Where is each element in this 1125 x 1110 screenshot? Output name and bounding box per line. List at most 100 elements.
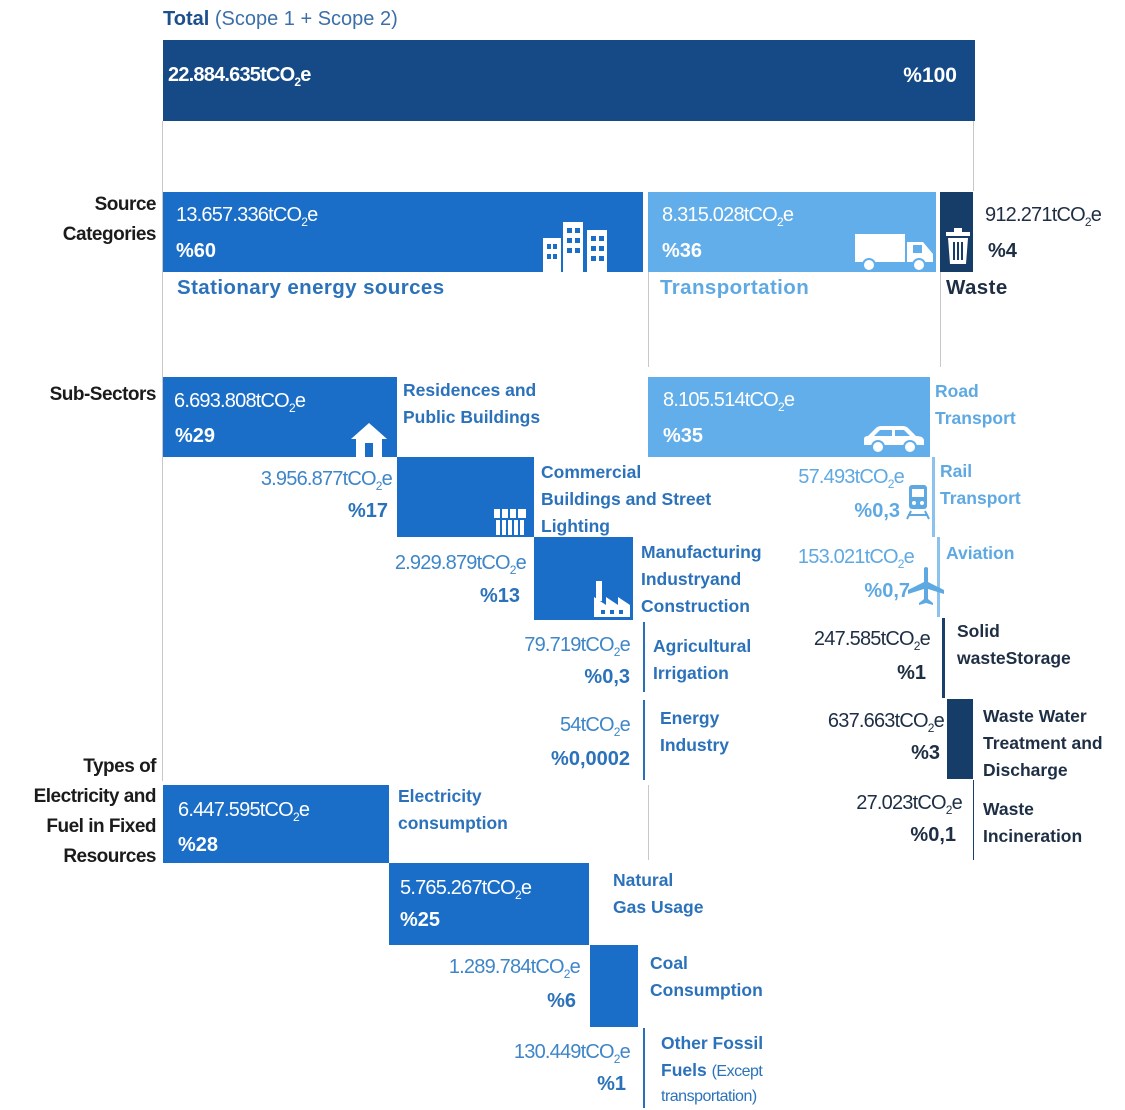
row-label-source-categories: Source Categories (62, 194, 157, 245)
subsector-aviation-pct: %0,7 (864, 580, 910, 602)
subsector-incineration-pct: %0,1 (910, 824, 956, 846)
connector-line (648, 785, 649, 860)
category-waste-pct: %4 (988, 240, 1017, 262)
subsector-residences-box: 6.693.808tCO2e %29 (163, 377, 397, 457)
fuel-electricity-box: 6.447.595tCO2e %28 (163, 785, 389, 863)
total-pct: %100 (903, 64, 957, 87)
connector-line (973, 121, 974, 191)
subsector-value: 6.693.808tCO2e (174, 390, 306, 415)
subsector-value: 8.105.514tCO2e (663, 389, 795, 414)
unit-label: tCO2e (259, 799, 310, 824)
subsector-aviation-label: Aviation (946, 543, 1015, 563)
connector-line (162, 121, 163, 781)
subsector-energy-label: Energy Industry (660, 708, 730, 755)
fuel-value: 5.765.267tCO2e (400, 877, 532, 902)
subsector-rail-pct: %0,3 (854, 500, 900, 522)
total-title-rest: (Scope 1 + Scope 2) (209, 8, 398, 30)
unit-label: tCO2e (1051, 204, 1102, 229)
subsector-energy-pct: %0,0002 (551, 748, 630, 770)
subsector-aviation-bar (937, 537, 940, 617)
subsector-manufacturing-label: Manufacturing Industryand Construction (641, 542, 762, 616)
category-stationary-label: Stationary energy sources (177, 276, 445, 299)
subsector-wastewater-pct: %3 (911, 742, 940, 764)
unit-label: tCO2e (854, 466, 905, 491)
unit-label: tCO2e (864, 546, 915, 571)
subsector-solid-waste-pct: %1 (897, 662, 926, 684)
subsector-residences-label: Residences and Public Buildings (403, 380, 541, 427)
category-transportation-box: 8.315.028tCO2e %36 (648, 192, 936, 272)
subsector-agricultural-bar (643, 622, 645, 692)
fuel-other-value: 130.449tCO2e (513, 1041, 631, 1066)
unit-label: tCO2e (744, 389, 795, 414)
subsector-manufacturing-box (534, 537, 633, 620)
subsector-manufacturing-pct: %13 (479, 585, 520, 607)
subsector-wastewater-value: 637.663tCO2e (827, 710, 945, 735)
store-icon (493, 507, 527, 537)
subsector-energy-bar (643, 700, 645, 780)
subsector-road-box: 8.105.514tCO2e %35 (648, 377, 930, 457)
subsector-road-label: Road Transport (935, 381, 1016, 428)
unit-label: tCO2e (268, 204, 318, 229)
subsector-rail-label: Rail Transport (940, 461, 1021, 508)
subsector-commercial-pct: %17 (347, 500, 388, 522)
total-title-bold: Total (163, 8, 210, 30)
unit-label: tCO2e (580, 1041, 631, 1066)
fuel-coal-box (590, 945, 638, 1027)
fuel-pct: %28 (178, 834, 219, 856)
subsector-manufacturing-value: 2.929.879tCO2e (394, 552, 527, 577)
trash-icon (946, 228, 972, 264)
total-box: 22.884.635tCO2e %100 (163, 40, 975, 121)
fuel-coal-value: 1.289.784tCO2e (448, 956, 581, 981)
plane-icon (906, 566, 946, 606)
fuel-coal-label: Coal Consumption (650, 953, 763, 1000)
row-label-types: Types of Electricity and Fuel in Fixed R… (33, 756, 157, 867)
subsector-incineration-bar (973, 780, 974, 860)
subsector-agricultural-label: Agricultural Irrigation (653, 636, 752, 683)
fuel-other-bar (643, 1028, 645, 1108)
connector-line (940, 272, 941, 367)
unit-label: tCO2e (260, 64, 311, 89)
subsector-pct: %35 (663, 425, 704, 447)
category-pct: %60 (176, 240, 217, 262)
subsector-commercial-value: 3.956.877tCO2e (260, 468, 393, 493)
subsector-incineration-value: 27.023tCO2e (856, 792, 963, 817)
subsector-wastewater-label: Waste Water Treatment and Discharge (983, 706, 1103, 780)
subsector-incineration-label: Waste Incineration (983, 799, 1083, 846)
category-waste-value: 912.271tCO2e (985, 204, 1102, 229)
unit-label: tCO2e (255, 390, 306, 415)
subsector-solid-waste-bar (942, 618, 945, 698)
car-icon (862, 425, 926, 455)
unit-label: tCO2e (912, 792, 963, 817)
subsector-energy-value: 54tCO2e (559, 714, 631, 739)
unit-label: tCO2e (894, 710, 945, 735)
subsector-commercial-box (397, 457, 534, 537)
category-waste-box (940, 192, 973, 272)
category-stationary-box: 13.657.336tCO2e %60 (163, 192, 643, 272)
subsector-solid-waste-value: 247.585tCO2e (813, 628, 931, 653)
subsector-solid-waste-label: Solid wasteStorage (957, 621, 1071, 668)
subsector-wastewater-bar (947, 699, 973, 779)
subsector-pct: %29 (175, 425, 216, 447)
fuel-natural-gas-box: 5.765.267tCO2e %25 (389, 863, 589, 945)
row-label-sub-sectors: Sub-Sectors (49, 384, 157, 405)
category-waste-label: Waste (946, 276, 1008, 299)
house-icon (349, 421, 389, 457)
fuel-other-label: Other Fossil Fuels (Except transportatio… (661, 1033, 764, 1105)
unit-label: tCO2e (580, 634, 631, 659)
category-pct: %36 (662, 240, 703, 262)
subsector-commercial-label: Commercial Buildings and Street Lighting (541, 462, 712, 536)
subsector-rail-bar (932, 457, 935, 537)
total-title: Total (Scope 1 + Scope 2) (163, 8, 398, 31)
fuel-other-pct: %1 (597, 1073, 626, 1095)
unit-label: tCO2e (530, 956, 581, 981)
fuel-pct: %25 (400, 909, 441, 931)
unit-label: tCO2e (880, 628, 931, 653)
category-value: 13.657.336tCO2e (176, 204, 318, 229)
unit-label: tCO2e (743, 204, 794, 229)
unit-label: tCO2e (342, 468, 393, 493)
fuel-natural-gas-label: Natural Gas Usage (613, 870, 704, 917)
subsector-agricultural-pct: %0,3 (584, 666, 630, 688)
unit-label: tCO2e (481, 877, 532, 902)
unit-label: tCO2e (580, 714, 631, 739)
factory-icon (592, 581, 632, 617)
